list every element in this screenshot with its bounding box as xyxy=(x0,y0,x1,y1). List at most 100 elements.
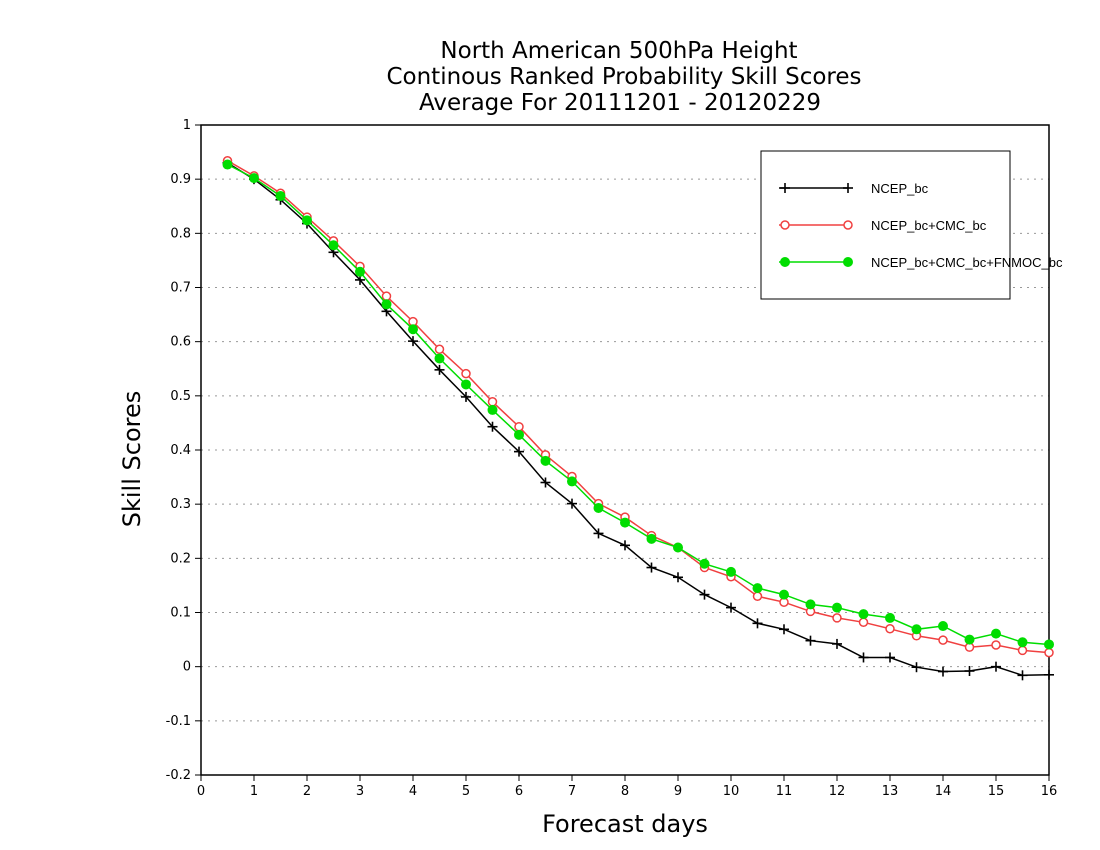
data-point xyxy=(487,421,498,432)
data-point xyxy=(780,183,790,193)
data-point xyxy=(593,528,604,539)
x-tick-label: 11 xyxy=(776,784,793,799)
data-point xyxy=(514,429,524,440)
x-tick-label: 6 xyxy=(515,784,523,799)
x-tick-label: 9 xyxy=(674,784,682,799)
data-point xyxy=(1017,670,1028,681)
data-point xyxy=(752,618,763,629)
data-point xyxy=(964,666,975,676)
data-point xyxy=(275,190,286,201)
chart-title: North American 500hPa Height Continous R… xyxy=(386,38,861,116)
data-point xyxy=(843,220,853,230)
data-point xyxy=(699,589,710,600)
data-point xyxy=(843,183,853,193)
data-point xyxy=(381,291,392,301)
data-point xyxy=(780,257,790,267)
y-tick-label: 0.3 xyxy=(170,497,191,512)
y-tick-label: 0.8 xyxy=(170,226,191,241)
data-point xyxy=(1044,669,1054,680)
data-point xyxy=(646,562,657,573)
data-point xyxy=(461,368,471,379)
series-line xyxy=(227,162,1050,677)
x-tick-label: 10 xyxy=(723,784,740,799)
data-point xyxy=(699,558,710,569)
data-point xyxy=(858,652,869,663)
data-point xyxy=(408,324,418,335)
data-point xyxy=(355,266,365,277)
data-point xyxy=(381,299,392,310)
x-tick-label: 0 xyxy=(197,784,205,799)
y-axis-title: Skill Scores xyxy=(118,391,146,528)
y-tick-label: 0.7 xyxy=(170,281,191,296)
data-point xyxy=(408,336,418,347)
y-tick-label: -0.1 xyxy=(166,714,191,729)
data-point xyxy=(328,240,339,251)
grid xyxy=(201,178,1049,722)
data-point xyxy=(514,421,524,432)
x-tick-label: 7 xyxy=(568,784,576,799)
data-point xyxy=(593,502,604,513)
legend-label: NCEP_bc+CMC_bc xyxy=(871,218,987,233)
x-axis-title: Forecast days xyxy=(542,810,708,838)
data-point xyxy=(673,572,683,583)
data-point xyxy=(434,364,445,375)
data-point xyxy=(885,612,895,623)
data-point xyxy=(858,609,869,620)
data-point xyxy=(620,540,630,551)
x-tick-label: 12 xyxy=(829,784,846,799)
data-point xyxy=(673,542,683,553)
data-point xyxy=(832,613,842,623)
data-point xyxy=(1017,637,1028,648)
data-point xyxy=(938,635,948,645)
x-tick-label: 14 xyxy=(935,784,952,799)
data-point xyxy=(885,652,895,663)
y-tick-label: 0 xyxy=(183,660,191,675)
legend-item: NCEP_bc+CMC_bc xyxy=(779,218,987,233)
x-tick-label: 3 xyxy=(356,784,364,799)
data-point xyxy=(938,666,948,677)
data-point xyxy=(964,634,975,645)
data-point xyxy=(911,624,922,635)
legend-label: NCEP_bc xyxy=(871,181,929,196)
data-point xyxy=(567,498,577,509)
data-point xyxy=(461,379,471,390)
data-point xyxy=(646,533,657,544)
x-tick-label: 13 xyxy=(882,784,899,799)
y-tick-label: 0.2 xyxy=(170,551,191,566)
y-tick-label: 0.1 xyxy=(170,606,191,621)
data-point xyxy=(752,583,763,594)
data-point xyxy=(752,591,763,601)
x-tick-label: 1 xyxy=(250,784,258,799)
data-point xyxy=(780,220,790,230)
data-point xyxy=(726,566,736,577)
data-point xyxy=(1044,639,1054,650)
data-point xyxy=(779,589,789,600)
data-point xyxy=(991,640,1001,650)
data-point xyxy=(991,628,1001,639)
data-point xyxy=(514,446,524,457)
data-point xyxy=(858,617,869,627)
data-point xyxy=(302,215,312,226)
x-tick-label: 15 xyxy=(988,784,1005,799)
y-tick-label: 1 xyxy=(183,118,191,133)
data-point xyxy=(843,257,853,267)
data-point xyxy=(487,404,498,415)
x-tick-label: 16 xyxy=(1041,784,1058,799)
data-point xyxy=(567,476,577,487)
y-tick-label: 0.9 xyxy=(170,172,191,187)
data-point xyxy=(222,159,233,170)
x-tick-label: 8 xyxy=(621,784,629,799)
x-tick-label: 2 xyxy=(303,784,311,799)
series-ncep-bc-cmc-bc-fnmoc-bc xyxy=(222,159,1054,650)
x-tick-label: 4 xyxy=(409,784,417,799)
data-point xyxy=(620,517,630,528)
data-point xyxy=(540,477,551,488)
data-point xyxy=(540,455,551,466)
data-point xyxy=(885,624,895,634)
data-point xyxy=(1017,645,1028,656)
data-point xyxy=(832,638,842,649)
legend-item: NCEP_bc xyxy=(779,181,929,196)
legend: NCEP_bc NCEP_bc+CMC_bc NCEP_bc+CMC_bc+FNMO… xyxy=(760,150,1063,300)
legend-item: NCEP_bc+CMC_bc+FNMOC_bc xyxy=(779,255,1063,270)
